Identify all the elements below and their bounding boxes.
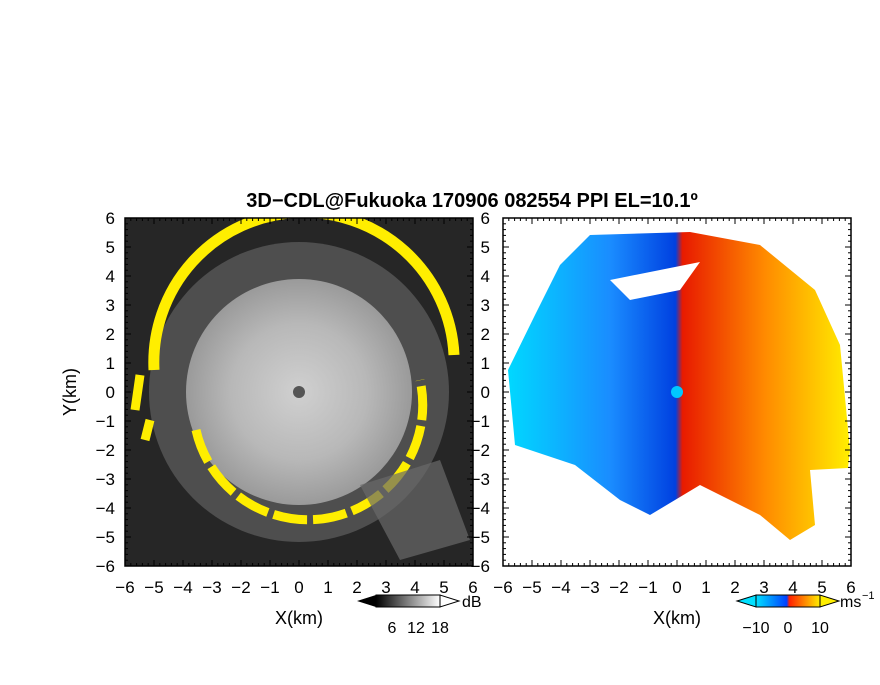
y-tick-label: −3 — [96, 470, 115, 489]
y-tick-label: 3 — [481, 296, 490, 315]
x-tick-label: −3 — [580, 578, 599, 597]
right-x-axis-label: X(km) — [653, 608, 701, 628]
left-y-axis-label: Y(km) — [60, 368, 80, 416]
left-colorbar-bar — [375, 594, 441, 608]
x-tick-label: 0 — [294, 578, 303, 597]
right-tick-marks — [502, 217, 852, 567]
y-tick-label: 5 — [106, 238, 115, 257]
x-tick-label: −4 — [173, 578, 192, 597]
right-colorbar: ms −1 −10 0 10 — [735, 590, 875, 637]
x-tick-label: 5 — [439, 578, 448, 597]
x-tick-label: 0 — [672, 578, 681, 597]
left-panel — [124, 217, 474, 567]
right-x-tick-labels: −6 −5 −4 −3 −2 −1 0 1 2 3 4 5 6 — [493, 578, 855, 597]
velocity-field — [508, 232, 850, 540]
right-colorbar-tick-10: 10 — [811, 620, 829, 637]
yellow-highlight-inner — [191, 379, 428, 525]
left-x-tick-labels: −6 −5 −4 −3 −2 −1 0 1 2 3 4 5 6 — [115, 578, 477, 597]
x-tick-label: −4 — [551, 578, 570, 597]
x-tick-label: 6 — [846, 578, 855, 597]
x-tick-label: 3 — [759, 578, 768, 597]
y-tick-label: −6 — [96, 557, 115, 576]
x-tick-label: 5 — [817, 578, 826, 597]
y-tick-label: −2 — [471, 441, 490, 460]
shadow-sector — [360, 460, 470, 560]
x-tick-label: −6 — [115, 578, 134, 597]
radar-center-right — [671, 386, 683, 398]
right-colorbar-tick-0: 0 — [784, 620, 793, 637]
y-tick-label: −6 — [471, 557, 490, 576]
x-tick-label: −1 — [260, 578, 279, 597]
y-tick-label: 5 — [481, 238, 490, 257]
left-colorbar-tick-18: 18 — [431, 620, 449, 637]
y-tick-label: 6 — [481, 209, 490, 228]
y-tick-label: 4 — [106, 267, 115, 286]
yellow-highlight-ring — [148, 218, 460, 371]
x-tick-label: 1 — [323, 578, 332, 597]
left-x-axis-label: X(km) — [275, 608, 323, 628]
y-tick-label: 4 — [481, 267, 490, 286]
y-tick-label: 3 — [106, 296, 115, 315]
right-y-tick-labels: 6 5 4 3 2 1 0 −1 −2 −3 −4 −5 −6 — [471, 209, 490, 576]
left-y-tick-labels: 6 5 4 3 2 1 0 −1 −2 −3 −4 −5 −6 — [96, 209, 115, 576]
yellow-highlight-left — [130, 374, 155, 442]
x-tick-label: −5 — [144, 578, 163, 597]
y-tick-label: −4 — [471, 499, 490, 518]
left-tick-marks — [124, 217, 474, 567]
radar-center — [293, 386, 305, 398]
y-tick-label: −5 — [96, 528, 115, 547]
y-tick-label: 0 — [106, 383, 115, 402]
x-tick-label: 2 — [352, 578, 361, 597]
figure-title: 3D−CDL@Fukuoka 170906 082554 PPI EL=10.1… — [246, 190, 698, 212]
x-tick-label: 3 — [381, 578, 390, 597]
y-tick-label: −1 — [471, 412, 490, 431]
y-tick-label: −3 — [471, 470, 490, 489]
y-tick-label: 2 — [106, 325, 115, 344]
x-tick-label: −1 — [638, 578, 657, 597]
x-tick-label: −2 — [609, 578, 628, 597]
y-tick-label: −4 — [96, 499, 115, 518]
right-colorbar-tick-neg10: −10 — [742, 620, 769, 637]
y-tick-label: −1 — [96, 412, 115, 431]
x-tick-label: −3 — [202, 578, 221, 597]
white-gap-north — [610, 262, 700, 300]
y-tick-label: 1 — [106, 354, 115, 373]
right-colorbar-arrow-right — [819, 594, 841, 608]
right-colorbar-bar — [755, 594, 821, 608]
left-colorbar-arrow-left — [357, 595, 376, 607]
left-colorbar: dB 6 12 18 — [357, 594, 482, 637]
x-tick-label: −6 — [493, 578, 512, 597]
x-tick-label: 4 — [788, 578, 797, 597]
right-colorbar-unit: ms — [840, 594, 861, 611]
y-tick-label: 2 — [481, 325, 490, 344]
x-tick-label: 6 — [468, 578, 477, 597]
x-tick-label: −2 — [231, 578, 250, 597]
y-tick-label: −2 — [96, 441, 115, 460]
y-tick-label: 6 — [106, 209, 115, 228]
x-tick-label: 4 — [410, 578, 419, 597]
y-tick-label: 1 — [481, 354, 490, 373]
left-colorbar-arrow-right — [439, 594, 461, 608]
x-tick-label: 2 — [730, 578, 739, 597]
right-colorbar-arrow-left — [735, 594, 757, 608]
left-colorbar-tick-12: 12 — [407, 620, 425, 637]
left-colorbar-tick-6: 6 — [388, 620, 397, 637]
x-tick-label: 1 — [701, 578, 710, 597]
right-panel — [502, 217, 852, 567]
y-tick-label: 0 — [481, 383, 490, 402]
x-tick-label: −5 — [522, 578, 541, 597]
left-colorbar-unit: dB — [462, 594, 482, 611]
right-colorbar-unit-exponent: −1 — [862, 590, 875, 602]
y-tick-label: −5 — [471, 528, 490, 547]
